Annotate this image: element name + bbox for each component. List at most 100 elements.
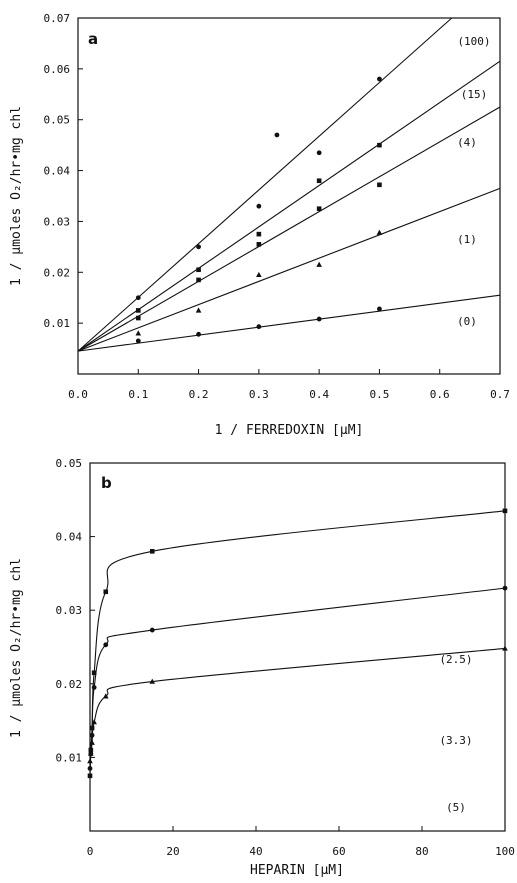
x-tick-label: 0.1: [128, 388, 148, 401]
data-point: [103, 642, 109, 648]
data-point: [149, 627, 155, 633]
x-tick-label: 20: [166, 845, 179, 858]
data-point: [89, 732, 95, 738]
x-tick-label: 40: [249, 845, 262, 858]
series-label: (0): [457, 315, 477, 328]
panel-b-chart: 0 20 40 60 80 100 0.01 0.02 0.03 0.04 0.05 (2.5) (3…: [9, 457, 515, 878]
series-label: (1): [457, 233, 477, 246]
panel-b-ticks: 0 20 40 60 80 100 0.01 0.02 0.03 0.04 0.05: [56, 457, 515, 858]
data-point: [135, 315, 141, 321]
data-point: [316, 316, 322, 322]
panel-b-label: b: [101, 474, 112, 492]
data-point: [135, 330, 142, 336]
data-point: [89, 739, 95, 745]
x-tick-label: 100: [495, 845, 515, 858]
x-tick-label: 0.2: [189, 388, 209, 401]
data-point: [377, 142, 382, 148]
series-label: (4): [457, 136, 477, 149]
panel-a-chart: 0.0 0.1 0.2 0.3 0.4 0.5 0.6 0.7 0.01 0.02 0.03 0.04…: [9, 12, 510, 438]
data-point: [87, 758, 93, 764]
data-point: [196, 277, 201, 283]
series-fit-line: [77, 17, 453, 352]
data-point: [135, 295, 141, 301]
series-label: (2.5): [439, 653, 472, 666]
data-point: [502, 645, 508, 651]
series-label: (5): [446, 801, 466, 814]
data-point: [376, 229, 383, 235]
data-point: [502, 508, 508, 514]
data-point: [91, 719, 97, 725]
panel-a-label: a: [88, 30, 98, 48]
data-point: [195, 307, 202, 313]
x-tick-label: 0.7: [490, 388, 510, 401]
series-label: (15): [461, 88, 488, 101]
data-point: [502, 585, 508, 591]
x-tick-label: 0.4: [309, 388, 329, 401]
data-point: [149, 549, 155, 554]
data-point: [316, 206, 322, 212]
data-point: [91, 670, 97, 676]
panel-a-series-labels: (100) (15) (4) (1) (0): [457, 35, 491, 328]
y-tick-label: 0.02: [44, 266, 71, 279]
data-point: [256, 231, 262, 237]
data-point: [88, 747, 94, 753]
series-label: (3.3): [439, 734, 472, 747]
data-point: [87, 773, 93, 779]
y-tick-label: 0.06: [44, 63, 71, 76]
data-point: [91, 685, 97, 690]
panel-a-plot-frame: [77, 17, 501, 375]
data-point: [88, 750, 94, 756]
data-point: [102, 693, 109, 699]
series-fit-line: [77, 187, 501, 352]
y-tick-label: 0.02: [56, 678, 83, 691]
panel-b-data-points: [87, 508, 508, 779]
data-point: [135, 308, 141, 313]
panel-a-ticks: 0.0 0.1 0.2 0.3 0.4 0.5 0.6 0.7 0.01 0.02 0.03 0.04…: [44, 12, 510, 401]
y-tick-label: 0.01: [56, 751, 83, 764]
panel-b-plot-frame: [89, 462, 506, 832]
data-point: [274, 132, 280, 138]
panel-a-fit-lines: [77, 17, 501, 352]
panel-b-y-axis-label: 1 / µmoles O₂/hr•mg chl: [9, 558, 24, 738]
data-point: [196, 244, 201, 250]
x-tick-label: 60: [332, 845, 345, 858]
x-tick-label: 0.5: [369, 388, 389, 401]
panel-b-x-axis-label: HEPARIN [µM]: [250, 863, 344, 878]
panel-a-y-axis-label: 1 / µmoles O₂/hr•mg chl: [9, 106, 24, 286]
series-fit-line: [77, 294, 501, 352]
data-point: [135, 338, 141, 344]
data-point: [103, 589, 109, 595]
data-point: [316, 150, 322, 156]
data-point: [316, 178, 322, 184]
data-point: [377, 182, 382, 188]
data-point: [87, 766, 93, 771]
data-point: [196, 331, 201, 337]
y-tick-label: 0.07: [44, 12, 71, 25]
x-tick-label: 80: [415, 845, 428, 858]
data-point: [256, 203, 262, 209]
data-point: [377, 76, 382, 82]
data-point: [256, 324, 262, 330]
panel-a-x-axis-label: 1 / FERREDOXIN [µM]: [215, 423, 364, 438]
y-tick-label: 0.05: [56, 457, 83, 470]
panel-a-data-points: [135, 76, 383, 344]
x-tick-label: 0.0: [68, 388, 88, 401]
series-fit-line: [77, 60, 501, 352]
x-tick-label: 0: [87, 845, 94, 858]
data-point: [149, 678, 156, 684]
x-tick-label: 0.3: [249, 388, 269, 401]
series-label: (100): [457, 35, 490, 48]
panel-b-series-labels: (2.5) (3.3) (5): [439, 653, 472, 814]
y-tick-label: 0.04: [56, 531, 83, 544]
data-point: [256, 242, 262, 247]
y-tick-label: 0.03: [44, 215, 71, 228]
y-tick-label: 0.04: [44, 165, 71, 178]
data-point: [316, 261, 322, 267]
data-point: [196, 267, 201, 273]
y-tick-label: 0.03: [56, 604, 83, 617]
y-tick-label: 0.01: [44, 317, 71, 330]
data-point: [89, 725, 95, 731]
data-point: [377, 306, 382, 312]
series-fit-line: [77, 106, 501, 352]
